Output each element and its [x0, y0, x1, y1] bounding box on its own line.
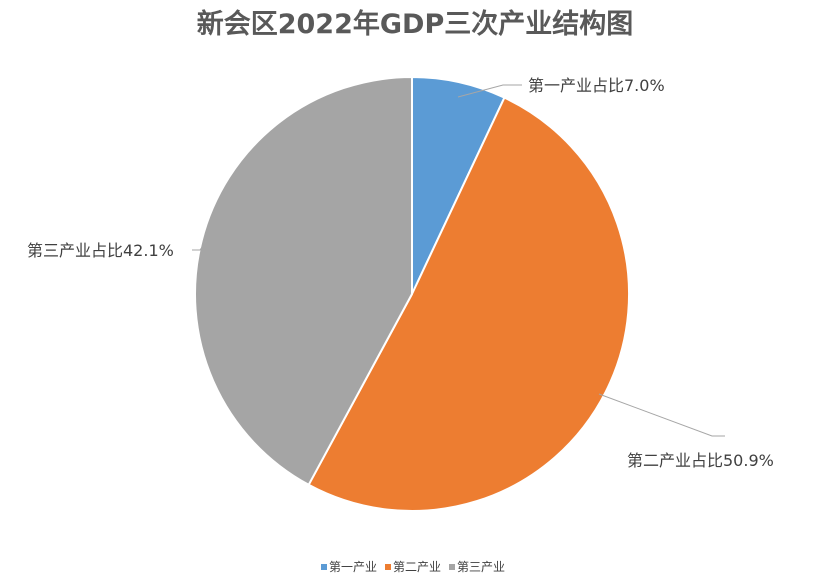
leader-line-3: [192, 239, 208, 251]
legend-swatch-1: [321, 564, 327, 570]
legend-entry-2: 第二产业: [393, 560, 441, 574]
legend-entry-3: 第三产业: [457, 560, 505, 574]
legend: 第一产业 第二产业 第三产业: [321, 560, 505, 574]
leader-line-1: [457, 84, 522, 98]
legend-swatch-2: [385, 564, 391, 570]
pie-slice-3: [194, 75, 413, 487]
data-labels: 第一产业占比7.0% 第二产业占比50.9% 第三产业占比42.1%: [27, 76, 774, 470]
data-label-2: 第二产业占比50.9%: [627, 451, 774, 470]
data-label-3: 第三产业占比42.1%: [27, 241, 174, 260]
leader-lines: [192, 84, 725, 437]
pie-slices: [194, 75, 631, 513]
legend-swatch-3: [449, 564, 455, 570]
leader-line-2: [598, 393, 725, 437]
pie-slice-2: [307, 96, 631, 513]
chart-title: 新会区2022年GDP三次产业结构图: [197, 8, 634, 40]
data-label-1: 第一产业占比7.0%: [528, 76, 665, 95]
legend-entry-1: 第一产业: [329, 560, 377, 574]
